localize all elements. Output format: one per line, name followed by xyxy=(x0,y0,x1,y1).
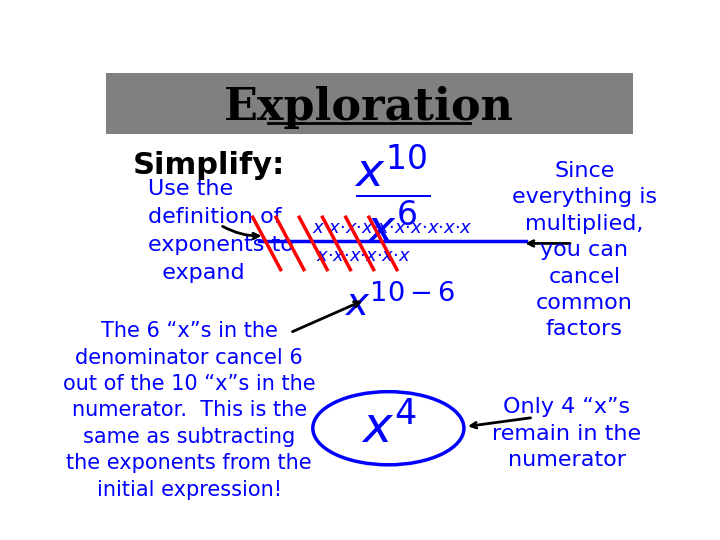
Text: $x{\cdot}x{\cdot}x{\cdot}x{\cdot}x{\cdot}x$: $x{\cdot}x{\cdot}x{\cdot}x{\cdot}x{\cdot… xyxy=(316,247,411,265)
Text: $x^{4}$: $x^{4}$ xyxy=(361,405,416,455)
Text: Simplify:: Simplify: xyxy=(132,151,285,180)
Text: Since
everything is
multiplied,
you can
cancel
common
factors: Since everything is multiplied, you can … xyxy=(512,161,657,340)
FancyBboxPatch shape xyxy=(106,72,632,134)
Text: Use the
definition of
exponents to
  expand: Use the definition of exponents to expan… xyxy=(148,179,294,283)
Text: Only 4 “x”s
remain in the
numerator: Only 4 “x”s remain in the numerator xyxy=(492,397,642,470)
Text: $x{\cdot}x{\cdot}x{\cdot}x{\cdot}x{\cdot}x{\cdot}x{\cdot}x{\cdot}x{\cdot}x$: $x{\cdot}x{\cdot}x{\cdot}x{\cdot}x{\cdot… xyxy=(312,219,472,237)
Text: Exploration: Exploration xyxy=(224,86,514,129)
Text: $x^{10-6}$: $x^{10-6}$ xyxy=(344,284,456,324)
Text: $\dfrac{x^{10}}{x^{6}}$: $\dfrac{x^{10}}{x^{6}}$ xyxy=(354,142,431,246)
Text: The 6 “x”s in the
denominator cancel 6
out of the 10 “x”s in the
numerator.  Thi: The 6 “x”s in the denominator cancel 6 o… xyxy=(63,321,315,500)
